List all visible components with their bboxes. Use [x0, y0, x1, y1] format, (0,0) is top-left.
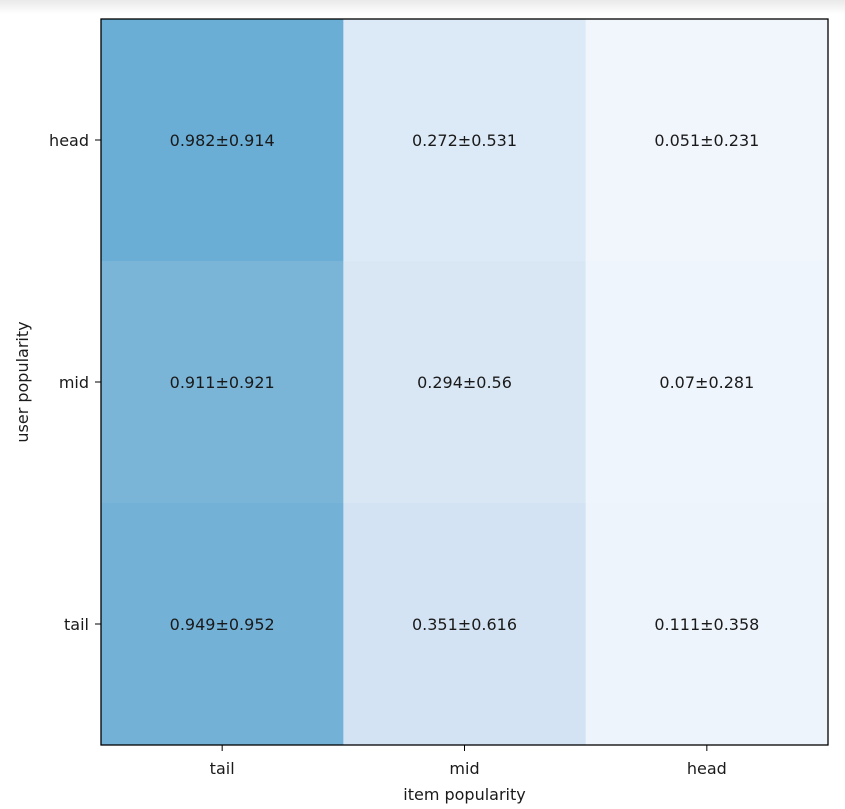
- x-axis-ticks: tail mid head: [210, 745, 727, 778]
- y-tick-label: mid: [59, 373, 89, 392]
- cell-value-label: 0.982±0.914: [170, 131, 275, 150]
- heatmap-cell: [101, 19, 344, 262]
- heatmap-cell: [343, 261, 587, 504]
- heatmap-cell: [101, 503, 344, 746]
- x-axis-label: item popularity: [403, 785, 526, 804]
- cell-value-label: 0.294±0.56: [417, 373, 512, 392]
- heatmap-cell: [585, 261, 829, 504]
- x-tick-label: head: [687, 759, 727, 778]
- cell-value-label: 0.949±0.952: [170, 615, 275, 634]
- cell-value-label: 0.911±0.921: [170, 373, 275, 392]
- heatmap-cell: [101, 261, 344, 504]
- heatmap-cell: [343, 19, 587, 262]
- cell-value-label: 0.351±0.616: [412, 615, 517, 634]
- cell-value-label: 0.07±0.281: [659, 373, 754, 392]
- cell-labels: 0.982±0.914 0.272±0.531 0.051±0.231 0.911±0…: [170, 131, 760, 634]
- heatmap-cells: [101, 19, 829, 746]
- cell-value-label: 0.051±0.231: [654, 131, 759, 150]
- x-tick-label: mid: [449, 759, 479, 778]
- cell-value-label: 0.272±0.531: [412, 131, 517, 150]
- x-tick-label: tail: [210, 759, 235, 778]
- cell-value-label: 0.111±0.358: [654, 615, 759, 634]
- y-axis-ticks: head mid tail: [49, 131, 101, 634]
- y-tick-label: tail: [64, 615, 89, 634]
- heatmap-cell: [585, 19, 829, 262]
- heatmap-cell: [343, 503, 587, 746]
- y-tick-label: head: [49, 131, 89, 150]
- heatmap-cell: [585, 503, 829, 746]
- top-shade: [0, 0, 845, 14]
- y-axis-label: user popularity: [13, 321, 32, 442]
